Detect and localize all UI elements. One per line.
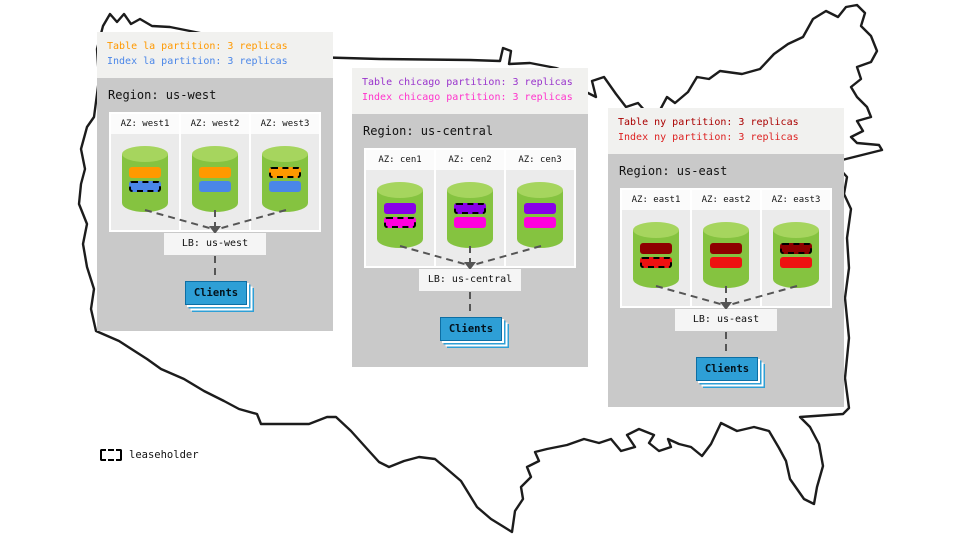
index-partition-annotation: Index ny partition: 3 replicas: [618, 132, 799, 143]
az-row: AZ: cen1 AZ: cen2: [364, 148, 576, 268]
region-panel: Region: us-central AZ: cen1 AZ: cen2: [352, 114, 588, 367]
region-title: Region: us-central: [363, 124, 494, 138]
db-node-cylinder: [773, 222, 819, 288]
az-row: AZ: west1 AZ: west2: [109, 112, 321, 232]
az-box: AZ: east2: [692, 190, 760, 306]
db-node-cylinder: [192, 146, 238, 212]
region-title: Region: us-west: [108, 88, 217, 102]
az-box: AZ: east1: [622, 190, 690, 306]
az-label: AZ: east1: [622, 190, 690, 210]
table-partition-stripe: [199, 167, 231, 178]
clients-box: Clients: [696, 357, 758, 381]
region-panel: Region: us-east AZ: east1 AZ: east2: [608, 154, 844, 407]
cylinder-top: [122, 146, 168, 162]
az-label: AZ: east2: [692, 190, 760, 210]
az-label: AZ: cen3: [506, 150, 574, 170]
az-label: AZ: west2: [181, 114, 249, 134]
az-box: AZ: west1: [111, 114, 179, 230]
db-node-cylinder: [262, 146, 308, 212]
az-box: AZ: east3: [762, 190, 830, 306]
table-partition-annotation: Table la partition: 3 replicas: [107, 41, 288, 52]
az-box: AZ: cen1: [366, 150, 434, 266]
az-label: AZ: cen2: [436, 150, 504, 170]
clients-box: Clients: [440, 317, 502, 341]
table-partition-stripe: [384, 203, 416, 214]
cylinder-top: [262, 146, 308, 162]
index-partition-stripe: [269, 181, 301, 192]
az-label: AZ: east3: [762, 190, 830, 210]
clients-box: Clients: [185, 281, 247, 305]
db-node-cylinder: [377, 182, 423, 248]
region-group-us-east: Table ny partition: 3 replicas Index ny …: [608, 108, 844, 407]
partition-annotation-box: Table chicago partition: 3 replicas Inde…: [352, 68, 588, 114]
db-node-cylinder: [517, 182, 563, 248]
index-partition-stripe: [129, 181, 161, 192]
az-box: AZ: west3: [251, 114, 319, 230]
load-balancer-box: LB: us-west: [164, 233, 266, 255]
legend-label: leaseholder: [129, 449, 199, 461]
az-label: AZ: west3: [251, 114, 319, 134]
index-partition-stripe: [640, 257, 672, 268]
index-partition-annotation: Index chicago partition: 3 replicas: [362, 92, 573, 103]
region-panel: Region: us-west AZ: west1 AZ: west2: [97, 78, 333, 331]
az-box: AZ: cen3: [506, 150, 574, 266]
index-partition-stripe: [199, 181, 231, 192]
leaseholder-swatch-icon: [100, 449, 122, 461]
partition-annotation-box: Table ny partition: 3 replicas Index ny …: [608, 108, 844, 154]
legend: leaseholder: [100, 449, 199, 461]
index-partition-stripe: [524, 217, 556, 228]
table-partition-annotation: Table chicago partition: 3 replicas: [362, 77, 573, 88]
az-box: AZ: west2: [181, 114, 249, 230]
index-partition-stripe: [780, 257, 812, 268]
table-partition-stripe: [640, 243, 672, 254]
region-title: Region: us-east: [619, 164, 728, 178]
partition-annotation-box: Table la partition: 3 replicas Index la …: [97, 32, 333, 78]
load-balancer-box: LB: us-east: [675, 309, 777, 331]
index-partition-stripe: [384, 217, 416, 228]
az-row: AZ: east1 AZ: east2: [620, 188, 832, 308]
table-partition-stripe: [129, 167, 161, 178]
table-partition-stripe: [454, 203, 486, 214]
az-box: AZ: cen2: [436, 150, 504, 266]
db-node-cylinder: [633, 222, 679, 288]
az-label: AZ: cen1: [366, 150, 434, 170]
db-node-cylinder: [447, 182, 493, 248]
table-partition-stripe: [269, 167, 301, 178]
cylinder-top: [192, 146, 238, 162]
db-node-cylinder: [703, 222, 749, 288]
cylinder-top: [703, 222, 749, 238]
table-partition-stripe: [524, 203, 556, 214]
az-label: AZ: west1: [111, 114, 179, 134]
cylinder-top: [377, 182, 423, 198]
region-group-us-central: Table chicago partition: 3 replicas Inde…: [352, 68, 588, 367]
region-group-us-west: Table la partition: 3 replicas Index la …: [97, 32, 333, 331]
index-partition-stripe: [710, 257, 742, 268]
index-partition-stripe: [454, 217, 486, 228]
table-partition-stripe: [710, 243, 742, 254]
table-partition-annotation: Table ny partition: 3 replicas: [618, 117, 799, 128]
index-partition-annotation: Index la partition: 3 replicas: [107, 56, 288, 67]
cylinder-top: [633, 222, 679, 238]
cylinder-top: [517, 182, 563, 198]
cylinder-top: [447, 182, 493, 198]
table-partition-stripe: [780, 243, 812, 254]
cylinder-top: [773, 222, 819, 238]
db-node-cylinder: [122, 146, 168, 212]
load-balancer-box: LB: us-central: [419, 269, 521, 291]
